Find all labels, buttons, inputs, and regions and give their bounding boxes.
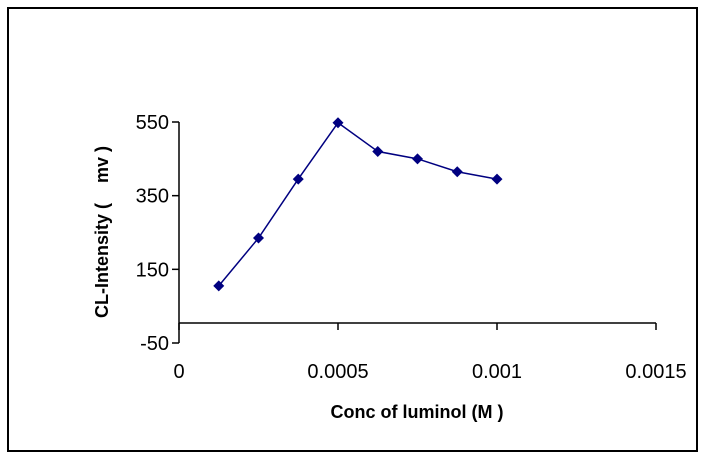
x-tick-label: 0.0015 xyxy=(625,361,686,383)
data-point xyxy=(491,173,503,185)
data-point xyxy=(372,145,384,157)
x-tick-label: 0.001 xyxy=(472,361,522,383)
data-point xyxy=(332,117,344,129)
y-tick-label: 550 xyxy=(136,112,169,134)
data-point xyxy=(412,153,423,165)
y-ticks: -50 150 350 550 xyxy=(136,112,179,355)
y-tick-label: 150 xyxy=(136,259,169,281)
x-axis-title: Conc of luminol (M ) xyxy=(331,402,504,422)
y-axis-title: CL-Intensity ( mv ) xyxy=(92,146,112,318)
x-tick-label: 0.0005 xyxy=(307,361,368,383)
series-group xyxy=(213,117,503,292)
x-ticks: 0 0.0005 0.001 0.0015 xyxy=(173,323,687,383)
y-tick-label: 350 xyxy=(136,186,169,208)
series-line xyxy=(218,121,498,287)
data-point xyxy=(451,166,463,178)
x-tick-label: 0 xyxy=(173,361,184,383)
data-point xyxy=(253,232,264,244)
data-point xyxy=(213,280,225,292)
y-tick-label: -50 xyxy=(140,333,169,355)
data-point xyxy=(292,173,304,185)
chart-frame xyxy=(7,7,698,452)
axes xyxy=(178,122,656,343)
